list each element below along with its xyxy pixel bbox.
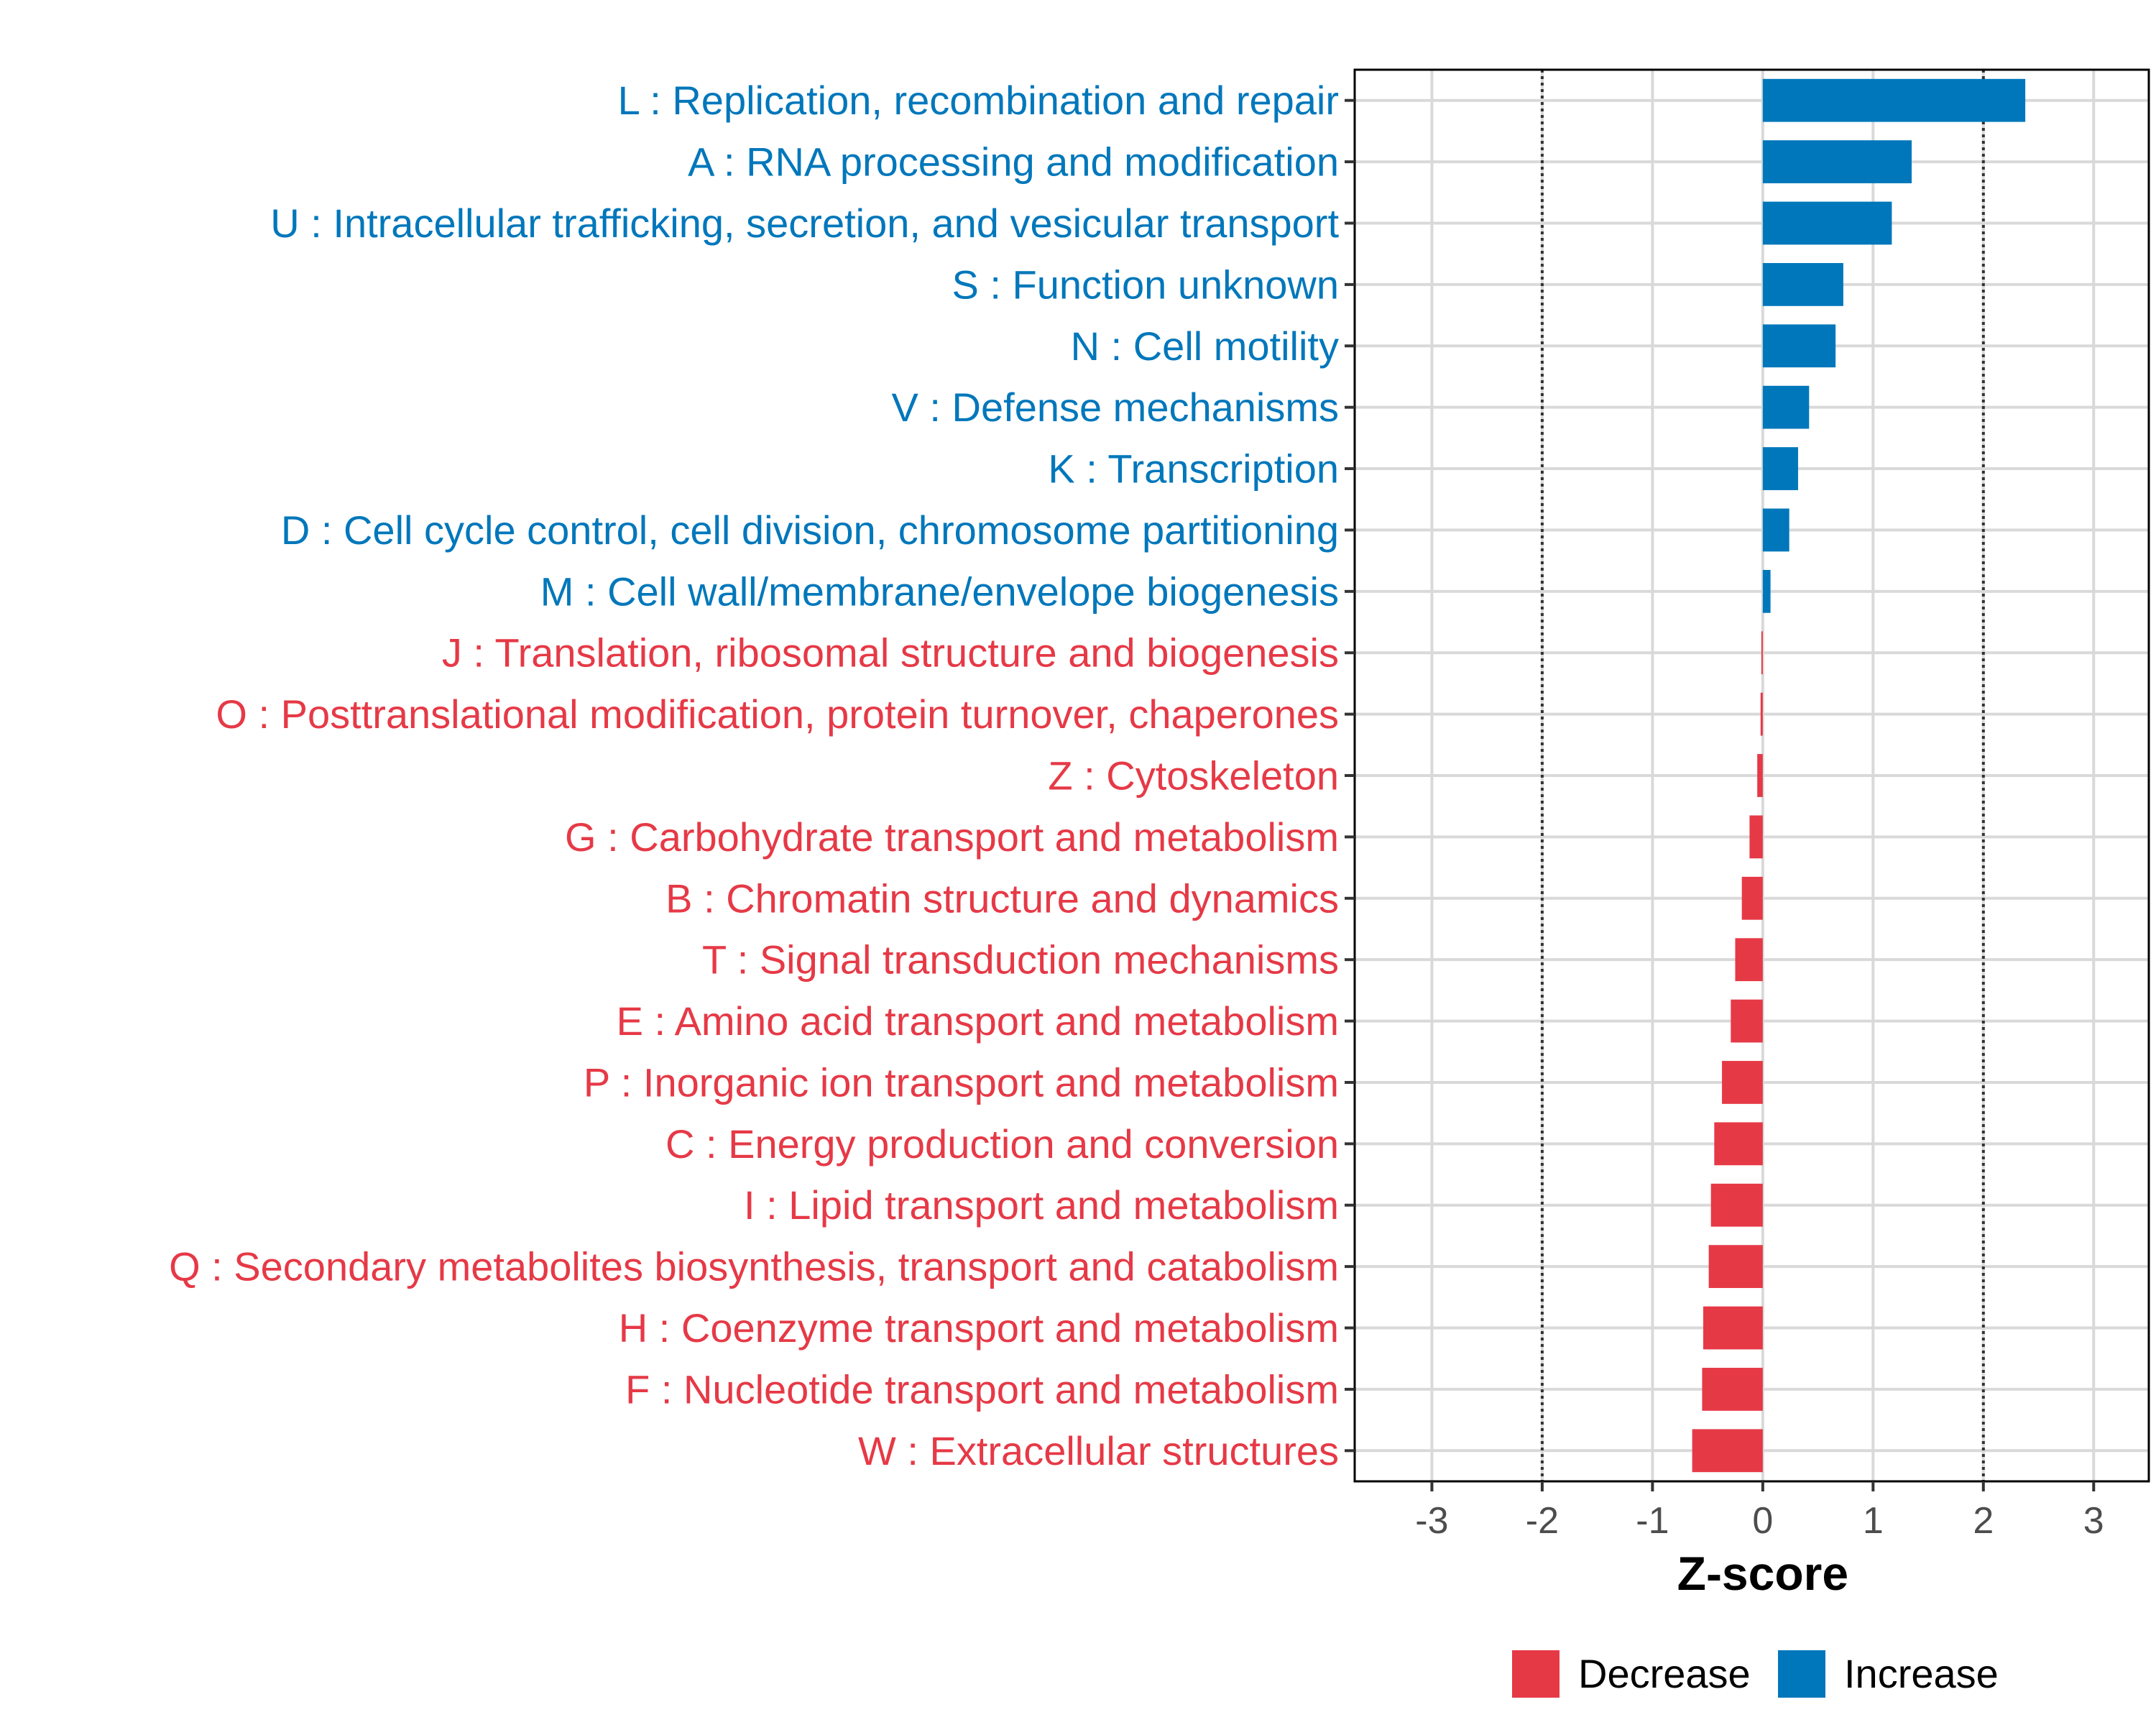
- category-label: L : Replication, recombination and repai…: [618, 78, 1339, 123]
- category-label: K : Transcription: [1048, 446, 1339, 492]
- x-tick-label: 1: [1863, 1500, 1884, 1542]
- bar: [1762, 508, 1789, 552]
- category-label: B : Chromatin structure and dynamics: [665, 875, 1339, 921]
- x-tick-label: 3: [2083, 1500, 2104, 1542]
- category-label: E : Amino acid transport and metabolism: [617, 998, 1339, 1044]
- bar: [1722, 1061, 1763, 1104]
- x-tick-label: -2: [1526, 1500, 1559, 1542]
- bar: [1762, 385, 1810, 429]
- category-label: H : Coenzyme transport and metabolism: [619, 1305, 1339, 1351]
- bar: [1762, 262, 1843, 306]
- category-label: M : Cell wall/membrane/envelope biogenes…: [540, 569, 1339, 614]
- x-axis-title: Z-score: [1677, 1547, 1848, 1600]
- bar: [1749, 815, 1763, 859]
- bar: [1760, 692, 1763, 736]
- category-label: S : Function unknown: [952, 262, 1339, 307]
- bars: [1692, 78, 2026, 1473]
- category-label: F : Nucleotide transport and metabolism: [625, 1366, 1339, 1412]
- category-label: U : Intracellular trafficking, secretion…: [270, 201, 1339, 246]
- category-label: N : Cell motility: [1071, 323, 1339, 369]
- x-tick-label: -1: [1636, 1500, 1669, 1542]
- category-label: T : Signal transduction mechanisms: [702, 937, 1339, 983]
- legend-swatch-decrease: [1512, 1650, 1560, 1698]
- bar: [1757, 754, 1763, 797]
- category-label: I : Lipid transport and metabolism: [744, 1182, 1339, 1228]
- bar: [1762, 569, 1771, 613]
- category-label: Z : Cytoskeleton: [1048, 753, 1339, 799]
- bar: [1692, 1429, 1763, 1473]
- bar: [1731, 999, 1763, 1043]
- category-labels: L : Replication, recombination and repai…: [169, 78, 1339, 1473]
- category-label: Q : Secondary metabolites biosynthesis, …: [169, 1244, 1339, 1289]
- category-label: V : Defense mechanisms: [892, 385, 1339, 430]
- y-axis-ticks: [1345, 98, 1355, 1453]
- category-label: O : Posttranslational modification, prot…: [216, 691, 1339, 737]
- category-label: G : Carbohydrate transport and metabolis…: [565, 814, 1339, 860]
- category-label: A : RNA processing and modification: [688, 139, 1339, 185]
- bar: [1714, 1122, 1763, 1166]
- x-axis-ticks: -3 -2 -1 0 1 2 3: [1415, 1481, 2104, 1542]
- bar: [1703, 1306, 1763, 1350]
- bar: [1762, 201, 1892, 245]
- category-label: C : Energy production and conversion: [665, 1121, 1339, 1167]
- x-tick-label: -3: [1415, 1500, 1448, 1542]
- legend-label-decrease: Decrease: [1578, 1651, 1751, 1696]
- bar: [1735, 938, 1763, 982]
- legend: Decrease Increase: [1512, 1650, 1999, 1698]
- bar: [1762, 447, 1798, 490]
- category-label: D : Cell cycle control, cell division, c…: [281, 507, 1339, 553]
- bar: [1702, 1368, 1763, 1411]
- bar: [1761, 631, 1763, 675]
- category-label: J : Translation, ribosomal structure and…: [442, 630, 1339, 676]
- bar: [1741, 876, 1763, 920]
- bar: [1762, 78, 2026, 122]
- category-label: P : Inorganic ion transport and metaboli…: [584, 1059, 1339, 1105]
- bar: [1762, 140, 1912, 183]
- x-tick-label: 2: [1973, 1500, 1994, 1542]
- bar: [1708, 1245, 1763, 1289]
- legend-label-increase: Increase: [1844, 1651, 1999, 1696]
- bar: [1762, 324, 1836, 368]
- x-tick-label: 0: [1752, 1500, 1773, 1542]
- category-label: W : Extracellular structures: [858, 1428, 1339, 1473]
- legend-swatch-increase: [1778, 1650, 1825, 1698]
- reference-lines: [1540, 70, 1985, 1481]
- bar: [1710, 1183, 1763, 1227]
